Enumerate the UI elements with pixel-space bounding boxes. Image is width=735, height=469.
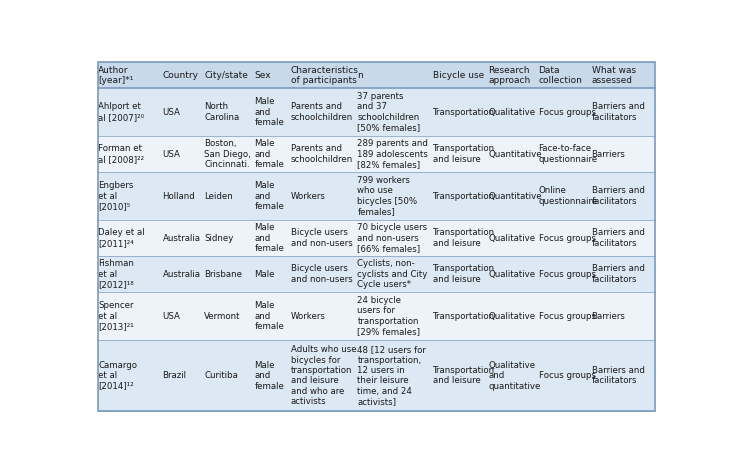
Text: Transportation
and leisure: Transportation and leisure (433, 228, 495, 248)
Text: Leiden: Leiden (204, 191, 233, 201)
Text: Parents and
schoolchildren: Parents and schoolchildren (290, 144, 353, 164)
Text: Adults who use
bicycles for
transportation
and leisure
and who are
activists: Adults who use bicycles for transportati… (290, 345, 356, 406)
Text: 37 parents
and 37
schoolchildren
[50% females]: 37 parents and 37 schoolchildren [50% fe… (357, 92, 420, 132)
Text: Workers: Workers (290, 312, 326, 321)
Text: 70 bicycle users
and non-users
[66% females]: 70 bicycle users and non-users [66% fema… (357, 223, 428, 253)
Text: Ahlport et
al [2007]²⁰: Ahlport et al [2007]²⁰ (98, 102, 145, 121)
Text: Focus groups: Focus groups (539, 371, 595, 380)
Text: Barriers and
facilitators: Barriers and facilitators (592, 265, 645, 284)
Text: Daley et al
[2011]²⁴: Daley et al [2011]²⁴ (98, 228, 145, 248)
Text: Barriers and
facilitators: Barriers and facilitators (592, 102, 645, 121)
Text: Focus groups: Focus groups (539, 107, 595, 116)
Text: Qualitative: Qualitative (489, 312, 536, 321)
Bar (98, 88, 656, 136)
Text: Transportation: Transportation (433, 191, 495, 201)
Text: Parents and
schoolchildren: Parents and schoolchildren (290, 102, 353, 121)
Bar (98, 256, 656, 292)
Text: Bicycle users
and non-users: Bicycle users and non-users (290, 265, 352, 284)
Text: Brisbane: Brisbane (204, 270, 243, 279)
Text: Male
and
female: Male and female (254, 223, 284, 253)
Text: Forman et
al [2008]²²: Forman et al [2008]²² (98, 144, 145, 164)
Text: Qualitative: Qualitative (489, 234, 536, 242)
Text: Focus groups: Focus groups (539, 270, 595, 279)
Text: Quantitative: Quantitative (489, 150, 542, 159)
Text: North
Carolina: North Carolina (204, 102, 240, 121)
Text: Brazil: Brazil (162, 371, 187, 380)
Text: n: n (357, 71, 363, 80)
Bar (98, 220, 656, 256)
Text: Fishman
et al
[2012]¹⁸: Fishman et al [2012]¹⁸ (98, 259, 135, 289)
Text: Engbers
et al
[2010]⁵: Engbers et al [2010]⁵ (98, 181, 134, 211)
Text: Research
approach: Research approach (489, 66, 531, 85)
Text: Holland: Holland (162, 191, 196, 201)
Text: Barriers: Barriers (592, 150, 625, 159)
Text: Transportation: Transportation (433, 312, 495, 321)
Text: Cyclists, non-
cyclists and City
Cycle users*: Cyclists, non- cyclists and City Cycle u… (357, 259, 428, 289)
Text: 48 [12 users for
transportation,
12 users in
their leisure
time, and 24
activist: 48 [12 users for transportation, 12 user… (357, 345, 426, 406)
Text: Male
and
female: Male and female (254, 139, 284, 169)
Text: 24 bicycle
users for
transportation
[29% females]: 24 bicycle users for transportation [29%… (357, 296, 420, 336)
Text: Barriers and
facilitators: Barriers and facilitators (592, 228, 645, 248)
Text: Focus groups: Focus groups (539, 312, 595, 321)
Text: Camargo
et al
[2014]¹²: Camargo et al [2014]¹² (98, 361, 137, 391)
Text: Australia: Australia (162, 234, 201, 242)
Text: Author
[year]*¹: Author [year]*¹ (98, 66, 134, 85)
Text: Focus groups: Focus groups (539, 234, 595, 242)
Text: 289 parents and
189 adolescents
[82% females]: 289 parents and 189 adolescents [82% fem… (357, 139, 429, 169)
Text: 799 workers
who use
bicycles [50%
females]: 799 workers who use bicycles [50% female… (357, 176, 417, 216)
Text: Barriers and
facilitators: Barriers and facilitators (592, 366, 645, 386)
Text: USA: USA (162, 150, 180, 159)
Text: Male: Male (254, 270, 275, 279)
Text: Barriers and
facilitators: Barriers and facilitators (592, 186, 645, 206)
Text: Bicycle use: Bicycle use (433, 71, 484, 80)
Text: Qualitative
and
quantitative: Qualitative and quantitative (489, 361, 541, 391)
Text: Male
and
female: Male and female (254, 181, 284, 211)
Text: What was
assessed: What was assessed (592, 66, 636, 85)
Text: Vermont: Vermont (204, 312, 241, 321)
Bar (98, 292, 656, 340)
Text: Transportation
and leisure: Transportation and leisure (433, 265, 495, 284)
Text: Online
questionnaire: Online questionnaire (539, 186, 598, 206)
Text: Characteristics
of participants: Characteristics of participants (290, 66, 359, 85)
Text: Male
and
female: Male and female (254, 301, 284, 331)
Text: USA: USA (162, 312, 180, 321)
Text: City/state: City/state (204, 71, 248, 80)
Bar (98, 136, 656, 172)
Text: USA: USA (162, 107, 180, 116)
Text: Curitiba: Curitiba (204, 371, 238, 380)
Text: Transportation
and leisure: Transportation and leisure (433, 366, 495, 386)
Text: Sex: Sex (254, 71, 271, 80)
Bar (98, 62, 656, 88)
Text: Quantitative: Quantitative (489, 191, 542, 201)
Bar (98, 172, 656, 220)
Text: Bicycle users
and non-users: Bicycle users and non-users (290, 228, 352, 248)
Text: Face-to-face
questionnaire: Face-to-face questionnaire (539, 144, 598, 164)
Text: Boston,
San Diego,
Cincinnati.: Boston, San Diego, Cincinnati. (204, 139, 251, 169)
Text: Workers: Workers (290, 191, 326, 201)
Bar (98, 340, 656, 411)
Text: Male
and
female: Male and female (254, 97, 284, 127)
Text: Qualitative: Qualitative (489, 107, 536, 116)
Text: Data
collection: Data collection (539, 66, 582, 85)
Text: Qualitative: Qualitative (489, 270, 536, 279)
Text: Australia: Australia (162, 270, 201, 279)
Text: Barriers: Barriers (592, 312, 625, 321)
Text: Spencer
et al
[2013]²¹: Spencer et al [2013]²¹ (98, 301, 134, 331)
Text: Country: Country (162, 71, 198, 80)
Text: Transportation: Transportation (433, 107, 495, 116)
Text: Male
and
female: Male and female (254, 361, 284, 391)
Text: Sidney: Sidney (204, 234, 234, 242)
Text: Transportation
and leisure: Transportation and leisure (433, 144, 495, 164)
